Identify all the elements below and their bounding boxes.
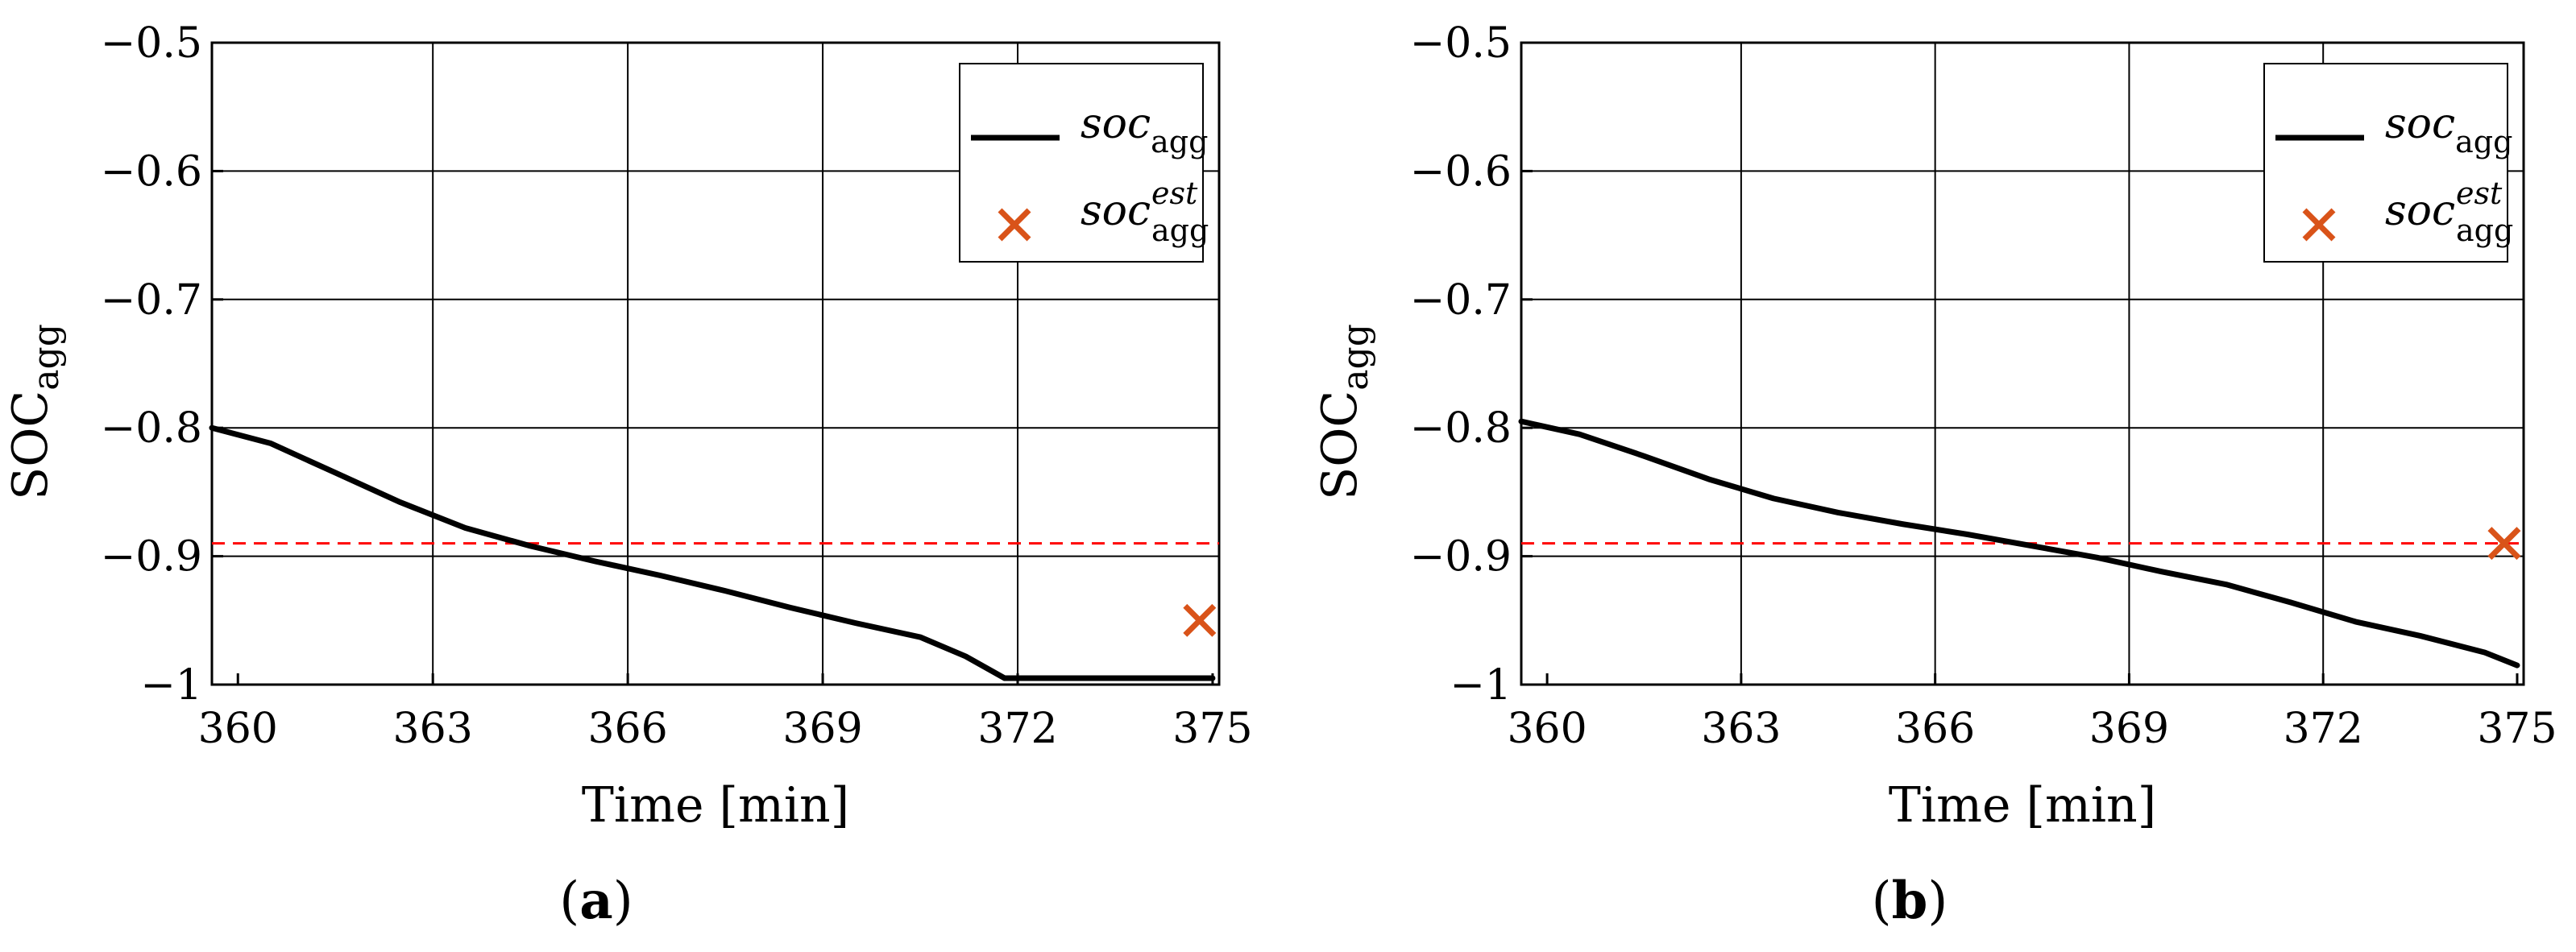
legend-label-superscript: est: [1151, 176, 1198, 211]
legend-label-soc-agg: socagg: [1081, 100, 1208, 159]
x-tick-label: 372: [2284, 705, 2363, 753]
y-tick-label: −0.9: [1410, 533, 1512, 582]
estimate-marker-stroke: [2487, 527, 2521, 561]
y-tick-label: −0.5: [101, 19, 202, 68]
y-tick-label: −0.7: [101, 276, 202, 325]
x-tick-label: 369: [2089, 705, 2169, 753]
y-tick-label: −1: [1450, 661, 1512, 710]
x-tick-label: 372: [977, 705, 1057, 753]
x-tick-label: 360: [1507, 705, 1587, 753]
subplot-label: (b): [1872, 871, 1948, 931]
legend-label-soc-agg-est: soc: [1081, 187, 1151, 235]
x-tick-label: 375: [1172, 705, 1252, 753]
y-tick-label: −0.9: [101, 533, 202, 582]
series-line-soc-agg: [209, 424, 1216, 681]
series-line-soc-agg: [1518, 418, 2520, 668]
legend-marker-swatch: [998, 208, 1031, 242]
y-tick-label: −0.6: [1410, 147, 1512, 196]
x-axis-label: Time [min]: [1889, 777, 2156, 834]
estimate-marker: [2487, 527, 2521, 561]
legend-label-subscript: agg: [1151, 213, 1209, 248]
y-tick-label: −0.8: [1410, 404, 1512, 453]
x-tick-label: 366: [1895, 705, 1975, 753]
x-tick-label: 375: [2477, 705, 2557, 753]
x-tick-label: 360: [198, 705, 278, 753]
y-tick-label: −0.6: [101, 147, 202, 196]
axes-box: [210, 41, 1221, 686]
y-tick-label: −0.8: [101, 404, 202, 453]
x-tick-label: 369: [782, 705, 862, 753]
y-tick-label: −1: [140, 661, 202, 710]
y-axis-label: SOCagg: [2, 324, 67, 500]
legend-marker-stroke: [998, 208, 1031, 242]
legend-box: [959, 63, 1204, 263]
y-axis-label: SOCagg: [1312, 324, 1376, 500]
estimate-marker: [1183, 603, 1217, 637]
x-axis-label: Time [min]: [582, 777, 849, 834]
legend-label-superscript: est: [2456, 176, 2503, 211]
legend-label-soc-agg: socagg: [2385, 100, 2512, 159]
legend-label-subscript: agg: [2456, 213, 2513, 248]
legend-label-soc-agg-est: soc: [2385, 187, 2455, 235]
x-tick-label: 366: [587, 705, 667, 753]
legend-marker-stroke: [2302, 208, 2336, 242]
legend-box: [2263, 63, 2508, 263]
y-tick-label: −0.7: [1410, 276, 1512, 325]
axes-box: [1520, 41, 2525, 686]
x-tick-label: 363: [393, 705, 473, 753]
subplot-a: 360 363 366 369 372 375 −0.5 −0.6 −0.7 −0.8 −0.9 −1…: [2, 19, 1253, 931]
x-tick-label: 363: [1701, 705, 1781, 753]
y-tick-label: −0.5: [1410, 19, 1512, 68]
legend-marker-swatch: [2302, 208, 2336, 242]
subplot-b: 360 363 366 369 372 375 −0.5 −0.6 −0.7 −0.8 −0.9 −1…: [1312, 19, 2557, 931]
estimate-marker-stroke: [1183, 603, 1217, 637]
subplot-label: (a): [559, 871, 633, 931]
